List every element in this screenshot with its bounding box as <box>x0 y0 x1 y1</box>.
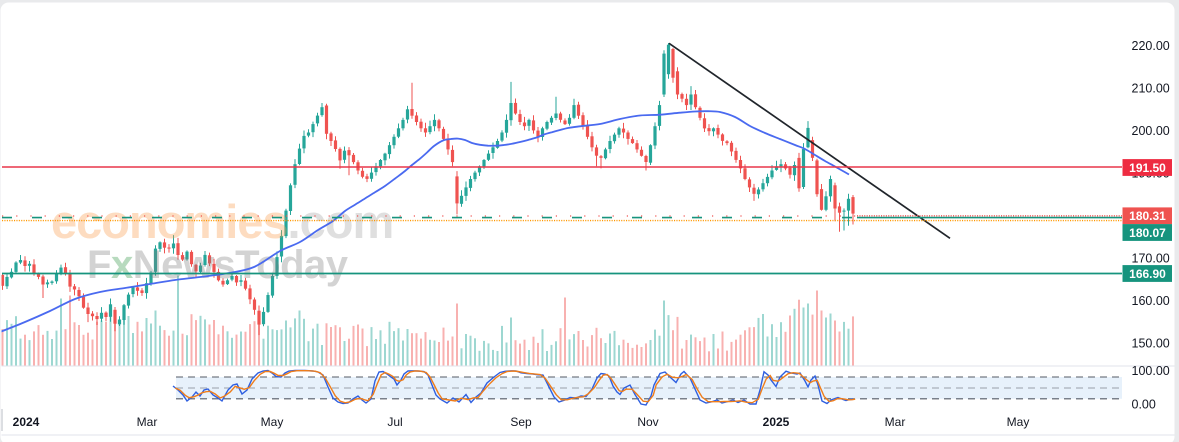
svg-text:Jul: Jul <box>387 415 402 429</box>
svg-text:166.90: 166.90 <box>1129 267 1166 281</box>
svg-text:100.00: 100.00 <box>1132 364 1170 378</box>
svg-text:2024: 2024 <box>13 415 40 429</box>
svg-text:170.00: 170.00 <box>1132 252 1170 266</box>
svg-text:160.00: 160.00 <box>1132 294 1170 308</box>
svg-text:Mar: Mar <box>137 415 158 429</box>
svg-text:Sep: Sep <box>510 415 532 429</box>
svg-text:Mar: Mar <box>885 415 906 429</box>
svg-text:150.00: 150.00 <box>1132 337 1170 351</box>
svg-text:FxNewsToday: FxNewsToday <box>87 243 349 287</box>
svg-text:180.07: 180.07 <box>1129 226 1166 240</box>
svg-text:210.00: 210.00 <box>1132 82 1170 96</box>
svg-text:May: May <box>261 415 284 429</box>
svg-text:Nov: Nov <box>637 415 658 429</box>
svg-text:May: May <box>1007 415 1030 429</box>
svg-text:191.50: 191.50 <box>1129 161 1166 175</box>
svg-text:0.00: 0.00 <box>1132 398 1156 412</box>
svg-text:2025: 2025 <box>763 415 790 429</box>
svg-text:economies.com: economies.com <box>51 195 393 248</box>
svg-text:220.00: 220.00 <box>1132 39 1170 53</box>
svg-text:200.00: 200.00 <box>1132 124 1170 138</box>
svg-text:180.31: 180.31 <box>1129 209 1166 223</box>
